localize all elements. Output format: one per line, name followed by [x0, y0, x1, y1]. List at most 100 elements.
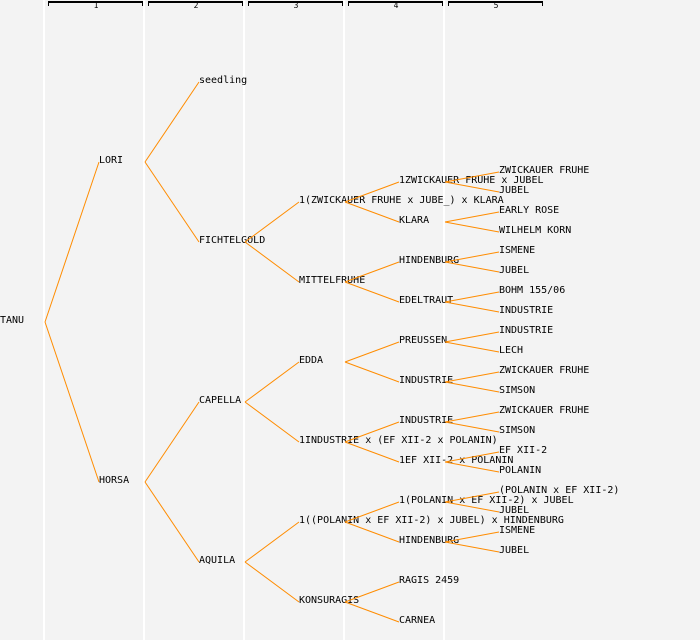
pedigree-node[interactable]: EDELTRAUT: [399, 295, 454, 306]
pedigree-node[interactable]: 1INDUSTRIE x (EF XII-2 x POLANIN): [299, 435, 498, 446]
parent-link: [244, 401, 300, 443]
parent-link: [444, 501, 500, 513]
pedigree-node[interactable]: JUBEL: [499, 265, 530, 276]
pedigree-node[interactable]: JUBEL: [499, 185, 530, 196]
parent-link: [444, 171, 500, 183]
parent-link: [344, 521, 400, 543]
parent-link: [444, 411, 500, 423]
parent-link: [444, 491, 500, 503]
pedigree-node[interactable]: AQUILA: [199, 555, 236, 566]
column-divider: [343, 0, 345, 640]
generation-number: 4: [393, 1, 399, 10]
pedigree-node[interactable]: ZWICKAUER FRUHE: [499, 165, 590, 176]
pedigree-node[interactable]: (POLANIN x EF XII-2): [499, 485, 620, 496]
generation-bracket: [48, 1, 143, 6]
parent-link: [444, 221, 500, 233]
pedigree-node[interactable]: RAGIS 2459: [399, 575, 460, 586]
pedigree-node[interactable]: EDDA: [299, 355, 324, 366]
pedigree-node[interactable]: HINDENBURG: [399, 535, 460, 546]
generation-number: 3: [293, 1, 299, 10]
generation-number: 5: [493, 1, 499, 10]
pedigree-node[interactable]: ZWICKAUER FRUHE: [499, 405, 590, 416]
pedigree-node[interactable]: WILHELM KORN: [499, 225, 572, 236]
pedigree-node[interactable]: LECH: [499, 345, 524, 356]
pedigree-node[interactable]: KLARA: [399, 215, 430, 226]
parent-link: [144, 161, 200, 243]
parent-link: [444, 181, 500, 193]
column-divider: [143, 0, 145, 640]
parent-link: [344, 261, 400, 283]
pedigree-node[interactable]: 1((POLANIN x EF XII-2) x JUBEL) x HINDEN…: [299, 515, 564, 526]
column-divider: [243, 0, 245, 640]
generation-number: 1: [93, 1, 99, 10]
pedigree-node[interactable]: 1(ZWICKAUER FRUHE x JUBE_) x KLARA: [299, 195, 504, 206]
parent-link: [44, 161, 100, 323]
pedigree-node[interactable]: 1(POLANIN x EF XII-2) x JUBEL: [399, 495, 574, 506]
parent-link: [344, 361, 400, 383]
generation-bracket: [148, 1, 243, 6]
pedigree-node[interactable]: FICHTELGOLD: [199, 235, 266, 246]
column-divider: [443, 0, 445, 640]
generation-bracket: [448, 1, 543, 6]
parent-link: [344, 201, 400, 223]
pedigree-node[interactable]: ISMENE: [499, 525, 536, 536]
parent-link: [444, 301, 500, 313]
parent-link: [344, 501, 400, 523]
pedigree-node[interactable]: INDUSTRIE: [399, 415, 454, 426]
column-divider: [43, 0, 45, 640]
generation-bracket: [248, 1, 343, 6]
parent-link: [144, 481, 200, 563]
parent-link: [444, 421, 500, 433]
pedigree-node[interactable]: 1EF XII-2 x POLANIN: [399, 455, 514, 466]
parent-link: [244, 561, 300, 603]
pedigree-node[interactable]: INDUSTRIE: [399, 375, 454, 386]
parent-link: [344, 281, 400, 303]
parent-link: [444, 331, 500, 343]
parent-link: [244, 201, 300, 243]
pedigree-node[interactable]: HINDENBURG: [399, 255, 460, 266]
pedigree-node[interactable]: ZWICKAUER FRUHE: [499, 365, 590, 376]
pedigree-node[interactable]: SIMSON: [499, 385, 536, 396]
pedigree-node[interactable]: 1ZWICKAUER FRUHE x JUBEL: [399, 175, 544, 186]
parent-link: [344, 581, 400, 603]
parent-link: [244, 521, 300, 563]
generation-number: 2: [193, 1, 199, 10]
pedigree-node[interactable]: CARNEA: [399, 615, 436, 626]
pedigree-node[interactable]: SIMSON: [499, 425, 536, 436]
parent-link: [344, 181, 400, 203]
pedigree-node[interactable]: EF XII-2: [499, 445, 548, 456]
parent-link: [444, 211, 500, 223]
parent-link: [444, 541, 500, 553]
pedigree-node[interactable]: MITTELFRUHE: [299, 275, 366, 286]
parent-link: [344, 421, 400, 443]
generation-bracket: [348, 1, 443, 6]
parent-link: [444, 451, 500, 463]
pedigree-node[interactable]: TANU: [0, 315, 25, 326]
pedigree-node[interactable]: PREUSSEN: [399, 335, 448, 346]
parent-link: [444, 461, 500, 473]
parent-link: [444, 251, 500, 263]
parent-link: [144, 81, 200, 163]
pedigree-node[interactable]: BOHM 155/06: [499, 285, 566, 296]
parent-link: [244, 361, 300, 403]
pedigree-node[interactable]: JUBEL: [499, 545, 530, 556]
pedigree-node[interactable]: INDUSTRIE: [499, 305, 554, 316]
parent-link: [344, 341, 400, 363]
pedigree-node[interactable]: LORI: [99, 155, 124, 166]
pedigree-node[interactable]: CAPELLA: [199, 395, 242, 406]
pedigree-node[interactable]: POLANIN: [499, 465, 542, 476]
pedigree-node[interactable]: HORSA: [99, 475, 130, 486]
pedigree-node[interactable]: EARLY ROSE: [499, 205, 560, 216]
pedigree-node[interactable]: ISMENE: [499, 245, 536, 256]
parent-link: [444, 261, 500, 273]
parent-link: [144, 401, 200, 483]
pedigree-node[interactable]: KONSURAGIS: [299, 595, 360, 606]
parent-link: [444, 531, 500, 543]
parent-link: [444, 381, 500, 393]
pedigree-node[interactable]: JUBEL: [499, 505, 530, 516]
parent-link: [444, 371, 500, 383]
parent-link: [44, 321, 100, 483]
pedigree-node[interactable]: INDUSTRIE: [499, 325, 554, 336]
pedigree-node[interactable]: seedling: [199, 75, 248, 86]
